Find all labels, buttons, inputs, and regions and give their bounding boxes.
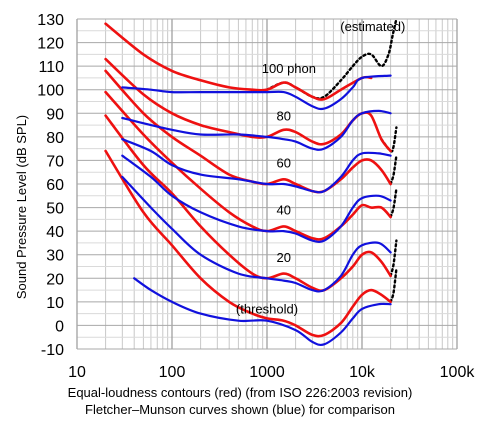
annotation-label: 20 (276, 250, 290, 265)
y-tick-label: 20 (46, 271, 64, 288)
x-tick-label: 1000 (249, 364, 285, 381)
annotation-label: 100 phon (262, 61, 316, 76)
annotation-label: 80 (276, 108, 290, 123)
caption-line-2: Fletcher–Munson curves shown (blue) for … (85, 402, 395, 417)
y-tick-label: 80 (46, 130, 64, 147)
y-tick-label: 70 (46, 153, 64, 170)
y-tick-labels: -10 0 10 20 30 40 50 60 70 80 90 100 110 120 130 (37, 12, 64, 359)
y-tick-label: 10 (46, 295, 64, 312)
y-tick-label: 130 (37, 12, 64, 29)
y-tick-label: -10 (41, 342, 64, 359)
fletcher-munson-line (121, 109, 392, 151)
y-tick-label: 0 (55, 318, 64, 335)
y-axis-label: Sound Pressure Level (dB SPL) (14, 115, 29, 299)
estimated-line (389, 154, 398, 186)
x-tick-label: 10k (349, 364, 376, 381)
x-tick-labels: 10 100 1000 10k 100k (68, 364, 475, 381)
x-tick-label: 100k (440, 364, 476, 381)
iso-contour-line (104, 149, 392, 338)
x-tick-label: 100 (159, 364, 186, 381)
iso-contour-line (104, 90, 392, 241)
iso-contour-line (104, 22, 373, 101)
annotation-label: (estimated) (340, 19, 405, 34)
fletcher-munson-line (121, 74, 392, 111)
x-tick-label: 10 (68, 364, 86, 381)
y-tick-label: 30 (46, 248, 64, 265)
y-tick-label: 120 (37, 36, 64, 53)
y-tick-label: 90 (46, 106, 64, 123)
y-tick-label: 60 (46, 177, 64, 194)
annotation-label: (threshold) (236, 302, 298, 317)
estimated-line (389, 239, 398, 278)
iso-contour-line (104, 69, 392, 194)
estimated-line (389, 187, 398, 219)
estimated-line (389, 267, 398, 304)
annotation-label: 40 (276, 203, 290, 218)
iso-contour-line (104, 114, 392, 292)
fletcher-munson-line (133, 277, 392, 347)
y-tick-label: 100 (37, 83, 64, 100)
y-tick-label: 50 (46, 201, 64, 218)
fletcher-munson-line (121, 154, 392, 244)
annotations: (estimated) 100 phon 80 60 40 20 (threshold) (236, 19, 405, 317)
y-tick-label: 110 (38, 59, 64, 76)
series-layer (104, 17, 398, 347)
annotation-label: 60 (276, 156, 290, 171)
major-grid (76, 18, 458, 350)
y-tick-label: 40 (46, 224, 64, 241)
fletcher-munson-line (121, 138, 392, 194)
fletcher-munson-line (121, 175, 392, 293)
caption-line-1: Equal-loudness contours (red) (from ISO … (68, 385, 413, 400)
